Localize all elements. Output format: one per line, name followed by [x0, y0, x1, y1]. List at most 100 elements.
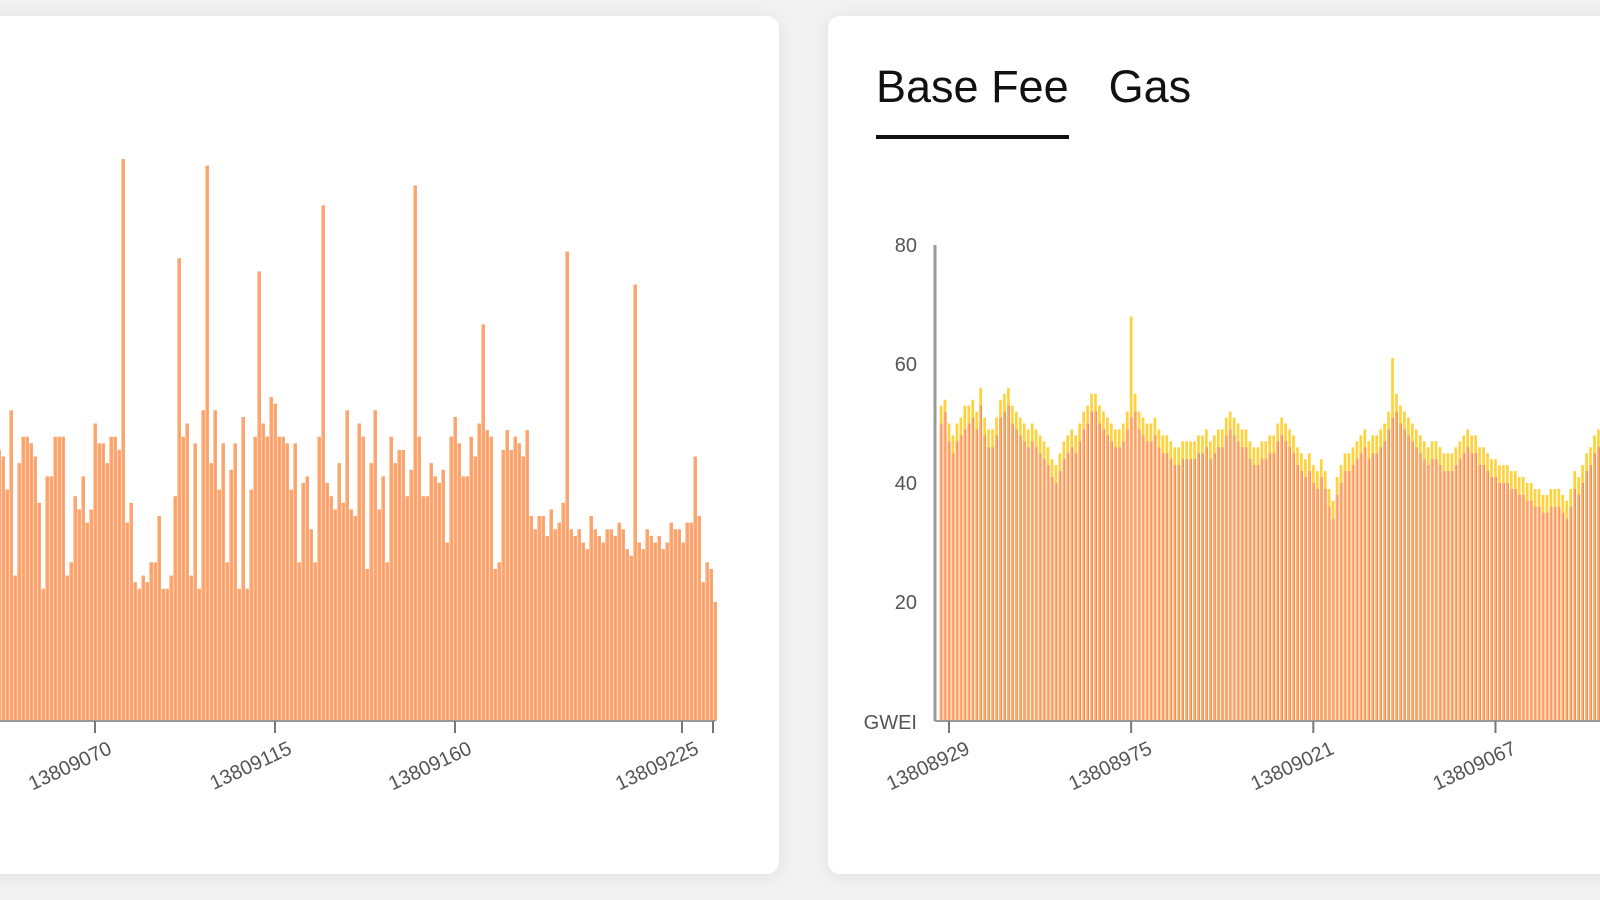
bar [69, 562, 73, 721]
bar [625, 549, 629, 721]
bar [1074, 453, 1078, 721]
bar [477, 423, 481, 721]
bar [1466, 447, 1470, 721]
bar-edge [503, 449, 505, 721]
bar-edge [969, 423, 971, 721]
bar-edge [575, 535, 577, 721]
bar [437, 483, 441, 721]
bar [53, 436, 57, 721]
bar [1565, 518, 1569, 721]
bar [397, 449, 401, 721]
bar-edge [1397, 411, 1398, 721]
bar-edge [407, 496, 409, 721]
bar-edge [123, 159, 125, 722]
bar [1525, 500, 1529, 721]
bar [1209, 459, 1212, 721]
bar-edge [359, 423, 361, 721]
bar [1513, 488, 1517, 721]
bar-edge [271, 397, 273, 721]
bar-edge [1416, 447, 1418, 721]
bar-edge [1250, 459, 1252, 721]
bar [149, 562, 153, 721]
bar [433, 476, 437, 721]
bar-edge [551, 509, 553, 721]
bar-edge [699, 516, 701, 721]
bar [497, 562, 501, 721]
bar-edge [1571, 506, 1573, 721]
bar-edge [1310, 471, 1311, 721]
bar [983, 435, 986, 721]
bar [1553, 506, 1557, 721]
bar [1486, 471, 1489, 721]
bar-edge [1365, 447, 1367, 721]
bar-edge [1321, 477, 1323, 721]
bar-edge [1500, 483, 1501, 721]
bar [49, 476, 53, 721]
bar [609, 529, 613, 721]
bar [29, 443, 33, 721]
bar [1502, 483, 1505, 721]
bar [1359, 453, 1363, 721]
tab-gas[interactable]: Gas [1108, 61, 1192, 112]
bar-edge [1214, 453, 1216, 721]
bar [1343, 471, 1347, 721]
bar [979, 405, 983, 721]
bar [41, 588, 45, 721]
bar-edge [1551, 506, 1553, 721]
bar [185, 423, 189, 721]
bar-edge [611, 529, 613, 721]
bar [169, 575, 173, 721]
bar-edge [323, 205, 325, 722]
bar [501, 449, 505, 721]
bar [1319, 477, 1323, 721]
bar-edge [515, 436, 517, 721]
bar [553, 529, 557, 721]
tab-base-fee[interactable]: Base Fee [876, 64, 1069, 139]
bar [9, 410, 13, 721]
bar [1228, 429, 1232, 721]
bar-edge [1523, 494, 1525, 721]
bar [585, 549, 589, 721]
bar [975, 429, 979, 721]
bar [1082, 429, 1085, 721]
bar-edge [423, 496, 425, 721]
bar [537, 516, 541, 721]
bar [1355, 459, 1359, 721]
bar-edge [11, 410, 13, 721]
bar [77, 509, 81, 721]
bar-edge [1401, 423, 1402, 721]
bar-edge [1112, 441, 1113, 721]
bar-edge [1286, 441, 1287, 721]
bar-edge [715, 602, 717, 721]
bar-edge [639, 542, 641, 721]
bar [1454, 465, 1458, 721]
bar-edge [367, 568, 369, 721]
bar [1129, 417, 1133, 721]
x-tick-label: 13809021 [1247, 738, 1337, 796]
bar-edge [1341, 483, 1343, 721]
bar [1323, 488, 1327, 721]
bar-edge [1393, 417, 1394, 721]
bar-edge [1270, 453, 1272, 721]
bar-edge [1377, 453, 1379, 721]
bar [265, 436, 269, 721]
bar [1521, 494, 1525, 721]
bar [1351, 465, 1355, 721]
bar-edge [1361, 453, 1363, 721]
bar [709, 568, 713, 721]
bar-edge [7, 489, 9, 721]
gas-used-card: 13809070 13809115 13809160 13809225 [0, 16, 779, 874]
bar-edge [1242, 447, 1244, 721]
bar-edge [1448, 471, 1450, 721]
bar-edge [435, 476, 437, 721]
bar-edge [1559, 506, 1561, 721]
bar-edge [1294, 453, 1295, 721]
bar [529, 516, 533, 721]
bar-edge [259, 271, 261, 721]
bar [1296, 465, 1299, 721]
bar-edge [707, 562, 709, 721]
bar [65, 575, 69, 721]
bar [533, 529, 537, 721]
bar [309, 529, 313, 721]
bar-edge [431, 463, 433, 721]
